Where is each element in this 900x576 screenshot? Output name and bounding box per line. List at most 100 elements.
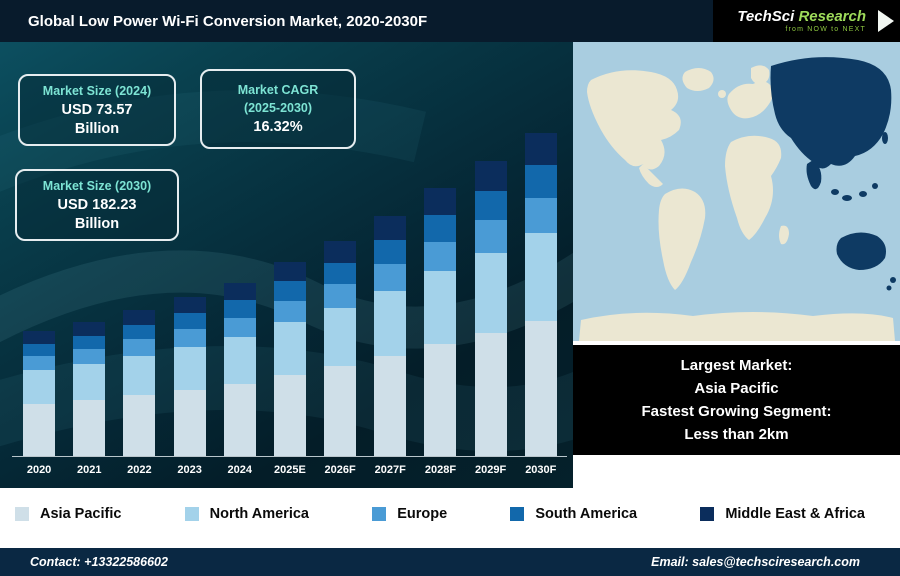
stacked-bar — [273, 261, 306, 457]
segment-europe — [273, 300, 306, 323]
segment-middle-east-africa — [123, 310, 156, 325]
stacked-bar — [173, 297, 206, 457]
bar-column-2023: 2023 — [165, 127, 215, 476]
header-bar: Global Low Power Wi-Fi Conversion Market… — [0, 0, 900, 42]
legend-swatch — [700, 507, 715, 521]
legend-item-middle-east-africa: Middle East & Africa — [700, 506, 865, 522]
stacked-bar — [23, 331, 56, 457]
segment-middle-east-africa — [73, 322, 106, 336]
segment-south-america — [474, 190, 507, 221]
bar-column-2021: 2021 — [64, 127, 114, 476]
logo-tagline: from NOW to NEXT — [785, 26, 866, 33]
segment-middle-east-africa — [173, 297, 206, 313]
note-line: Fastest Growing Segment: — [641, 403, 832, 420]
segment-asia-pacific — [173, 389, 206, 457]
segment-asia-pacific — [123, 395, 156, 457]
segment-south-america — [173, 313, 206, 329]
segment-south-america — [424, 214, 457, 242]
segment-south-america — [223, 300, 256, 318]
legend-label: Middle East & Africa — [725, 506, 865, 522]
bar-column-2020: 2020 — [14, 127, 64, 476]
segment-middle-east-africa — [223, 282, 256, 301]
logo-text: TechSci Research — [737, 9, 866, 25]
stat-value: 16.32% — [253, 119, 303, 135]
segment-asia-pacific — [23, 404, 56, 457]
segment-europe — [223, 317, 256, 337]
market-size-2024-card: Market Size (2024) USD 73.57 Billion — [18, 74, 176, 146]
bar-column-2029f: 2029F — [466, 127, 516, 476]
x-axis-label: 2027F — [374, 464, 406, 476]
x-axis-label: 2030F — [525, 464, 557, 476]
bar-column-2030f: 2030F — [516, 127, 566, 476]
segment-asia-pacific — [223, 383, 256, 457]
segment-north-america — [223, 336, 256, 384]
bar-column-2028f: 2028F — [415, 127, 465, 476]
segment-middle-east-africa — [23, 331, 56, 344]
segment-asia-pacific — [273, 375, 306, 457]
segment-europe — [73, 349, 106, 364]
segment-north-america — [273, 322, 306, 376]
email-info: Email: sales@techsciresearch.com — [651, 555, 860, 569]
legend-swatch — [184, 507, 199, 521]
segment-europe — [173, 329, 206, 347]
logo-arrow-icon — [878, 10, 894, 32]
bar-column-2027f: 2027F — [365, 127, 415, 476]
bar-column-2025e: 2025E — [265, 127, 315, 476]
segment-north-america — [324, 307, 357, 367]
segment-north-america — [73, 363, 106, 401]
legend-swatch — [372, 507, 387, 521]
chart-panel: Market Size (2024) USD 73.57 Billion Mar… — [0, 42, 573, 488]
footer-bar: Contact: +13322586602 Email: sales@techs… — [0, 548, 900, 576]
map-panel: Largest Market: Asia Pacific Fastest Gro… — [573, 42, 900, 488]
x-axis-line — [12, 456, 567, 457]
market-size-2030-card: Market Size (2030) USD 182.23 Billion — [15, 169, 179, 241]
segment-south-america — [374, 240, 407, 265]
segment-europe — [524, 197, 557, 234]
logo-name-1: TechSci — [737, 8, 795, 25]
stat-subtitle: (2025-2030) — [243, 101, 313, 115]
x-axis-label: 2020 — [26, 464, 52, 476]
legend-label: Europe — [397, 506, 448, 522]
legend-label: South America — [535, 506, 638, 522]
segment-europe — [23, 356, 56, 371]
stat-title: Market Size (2030) — [42, 178, 152, 193]
note-line: Less than 2km — [684, 426, 789, 443]
stacked-bar — [324, 241, 357, 457]
bar-column-2026f: 2026F — [315, 127, 365, 476]
x-axis-label: 2028F — [424, 464, 457, 476]
legend-item-asia-pacific: Asia Pacific — [15, 506, 121, 522]
world-map — [573, 42, 900, 341]
note-line: Asia Pacific — [694, 380, 779, 397]
bar-column-2024: 2024 — [215, 127, 265, 476]
logo-name-2: Research — [798, 8, 866, 25]
chart-legend: Asia Pacific North America Europe South Ame… — [0, 488, 900, 548]
segment-north-america — [424, 271, 457, 345]
segment-south-america — [524, 165, 557, 198]
stat-unit: Billion — [74, 215, 120, 232]
segment-south-america — [273, 281, 306, 301]
segment-middle-east-africa — [374, 216, 407, 241]
segment-asia-pacific — [524, 320, 557, 457]
stacked-bar-chart: 2020 2021 2022 2023 2024 2025E 2026F 2027F 2028F… — [14, 127, 566, 476]
legend-label: North America — [209, 506, 309, 522]
stacked-bar — [223, 282, 256, 457]
segment-middle-east-africa — [474, 161, 507, 191]
contact-info: Contact: +13322586602 — [30, 555, 168, 569]
x-axis-label: 2023 — [177, 464, 202, 476]
stacked-bar — [474, 161, 507, 457]
stat-title: Market Size (2024) — [42, 83, 152, 98]
segment-europe — [474, 220, 507, 253]
stacked-bar — [524, 132, 557, 457]
segment-asia-pacific — [324, 366, 357, 457]
legend-item-north-america: North America — [184, 506, 309, 522]
x-axis-label: 2025E — [274, 464, 306, 476]
page-title: Global Low Power Wi-Fi Conversion Market… — [28, 12, 428, 30]
segment-south-america — [324, 262, 357, 285]
legend-swatch — [15, 507, 29, 521]
legend-item-europe: Europe — [372, 506, 447, 522]
segment-middle-east-africa — [324, 241, 357, 263]
segment-south-america — [23, 343, 56, 357]
legend-item-south-america: South America — [510, 506, 637, 522]
legend-label: Asia Pacific — [40, 506, 122, 522]
legend-swatch — [510, 507, 525, 521]
